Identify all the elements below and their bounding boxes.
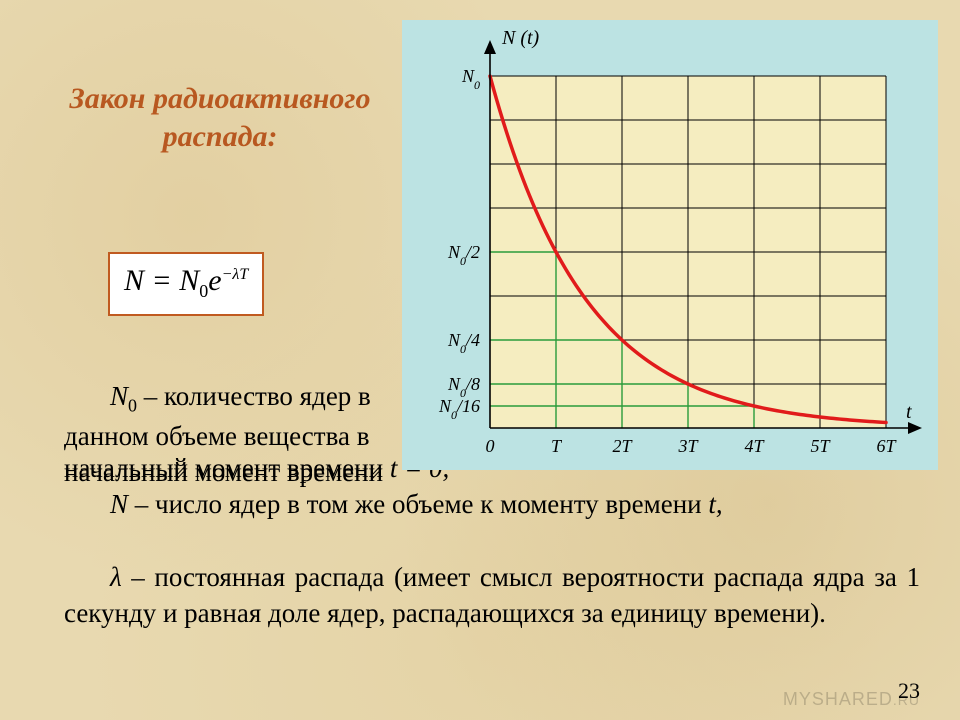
svg-text:4T: 4T [744,436,765,456]
decay-chart-svg: N (t)tN0N0/2N0/4N0/8N0/160T2T3T4T5T6T [402,20,938,470]
formula-text: N = N0e−λT [124,264,248,302]
svg-text:N (t): N (t) [501,27,540,49]
definitions-block: начальный момент времени t = 0, N – числ… [64,450,920,631]
watermark: MYSHARED.RU [783,689,920,710]
svg-text:N0: N0 [461,66,480,92]
svg-text:3T: 3T [677,436,699,456]
svg-text:N0/4: N0/4 [447,330,480,356]
slide-title: Закон радиоактивного распада: [60,80,380,155]
svg-text:6T: 6T [876,436,897,456]
svg-text:t: t [906,401,912,423]
svg-text:2T: 2T [612,436,633,456]
svg-text:5T: 5T [810,436,831,456]
decay-chart: N (t)tN0N0/2N0/4N0/8N0/160T2T3T4T5T6T [402,20,938,470]
svg-text:N0/2: N0/2 [447,242,480,268]
svg-text:T: T [551,436,563,456]
decay-formula: N = N0e−λT [108,252,264,316]
svg-text:N0/16: N0/16 [438,396,480,422]
svg-text:0: 0 [486,436,495,456]
